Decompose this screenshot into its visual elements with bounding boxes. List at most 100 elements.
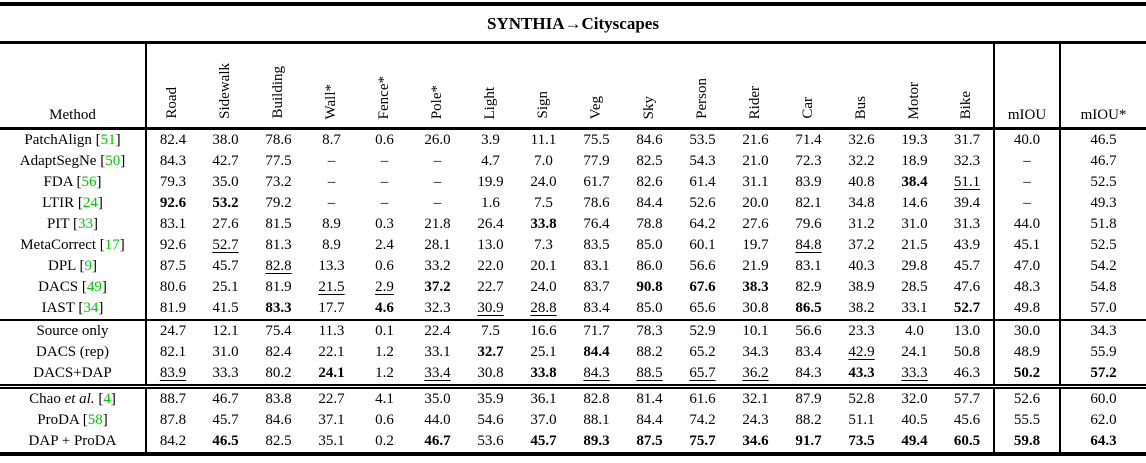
citation-link[interactable]: [58] [83,412,108,428]
cell-value: 49.8 [1013,300,1041,316]
cell-pole-star: 33.4 [411,363,464,387]
cell-sidewalk: 45.7 [199,256,252,277]
cell-bike: 47.6 [941,277,994,298]
cell-value: 49.3 [1090,195,1117,211]
cell-light: 3.9 [464,129,517,152]
cell-bus: 38.2 [835,298,888,320]
cell-value: 48.3 [1013,279,1041,295]
citation-link[interactable]: [34] [78,300,103,316]
cell-bus: 37.2 [835,235,888,256]
column-header-wall-star: Wall* [305,42,358,130]
cell-miou: 48.9 [993,342,1060,363]
cell-value: 83.4 [795,344,822,360]
cell-sky: 82.5 [623,151,676,172]
cell-miou-star: 46.7 [1058,151,1146,172]
cell-value: 45.7 [212,258,239,274]
cell-value: 1.2 [375,344,394,360]
cell-value: 83.1 [583,258,610,274]
citation-link[interactable]: [4] [98,391,116,407]
cell-value: 33.2 [424,258,451,274]
citation-link[interactable]: [56] [76,174,101,190]
cell-bus: 23.3 [835,319,888,342]
cell-value: 38.0 [212,132,239,148]
cell-value: 88.2 [636,344,663,360]
method-name: Chao [29,391,61,407]
cell-wall-star: 8.7 [305,129,358,152]
cell-value: 40.5 [901,412,928,428]
cell-rider: 27.6 [729,214,782,235]
cell-sign: 33.8 [517,363,570,387]
cell-value: 81.3 [265,237,292,253]
cell-miou-star: 57.2 [1058,363,1146,387]
cell-sky: 82.6 [623,172,676,193]
method-cell: PatchAlign [51] [0,128,147,151]
cell-value: 57.0 [1090,300,1117,316]
cell-sign: 28.8 [517,298,570,320]
cell-value: 31.0 [901,216,928,232]
rotated-column-label: Veg [587,95,604,119]
cell-value: 22.0 [477,258,504,274]
method-cell: Chao et al. [4] [0,384,147,410]
cell-sky: 78.8 [623,214,676,235]
cell-value: – [327,195,336,211]
cell-miou: 59.8 [993,431,1060,456]
citation-link[interactable]: [9] [80,258,98,274]
cell-rider: 34.6 [729,431,782,456]
method-cell: PIT [33] [0,214,147,235]
cell-value: 87.9 [795,391,822,407]
cell-value: 8.9 [322,237,341,253]
cell-value: 20.0 [742,195,769,211]
cell-value: 36.2 [742,365,769,381]
method-cell: MetaCorrect [17] [0,235,147,256]
cell-motor: 33.1 [888,298,941,320]
cell-value: 3.9 [481,132,500,148]
cell-sidewalk: 38.0 [199,129,252,152]
cell-value: 35.1 [318,433,345,449]
method-name: DPL [47,258,76,274]
cell-value: 52.8 [848,391,875,407]
cell-miou: 44.0 [993,214,1060,235]
cell-value: 82.4 [159,132,187,148]
table-row: MetaCorrect [17] 92.6 52.7 81.3 8.9 2.4 28.1 13… [0,235,1146,256]
cell-value: 16.6 [530,323,557,339]
cell-value: 24.1 [318,365,345,381]
cell-value: 7.3 [534,237,553,253]
cell-miou-star: 54.2 [1058,256,1146,277]
cell-veg: 89.3 [570,431,623,456]
cell-sidewalk: 53.2 [199,193,252,214]
cell-value: 38.2 [848,300,875,316]
cell-value: 67.6 [689,279,716,295]
cell-motor: 24.1 [888,342,941,363]
citation-link[interactable]: [24] [78,195,103,211]
cell-bike: 45.7 [941,256,994,277]
cell-sign: 25.1 [517,342,570,363]
cell-value: 81.9 [159,300,187,316]
cell-value: 78.6 [583,195,610,211]
cell-value: 34.3 [742,344,769,360]
citation-link[interactable]: [33] [73,216,98,232]
citation-link[interactable]: [49] [82,279,107,295]
rotated-column-label: Fence* [375,75,392,119]
cell-value: 35.9 [477,391,504,407]
cell-value: 52.6 [689,195,716,211]
cell-value: 46.7 [424,433,451,449]
cell-value: 91.7 [795,433,822,449]
cell-veg: 84.4 [570,342,623,363]
cell-value: 12.1 [212,323,239,339]
cell-rider: 21.6 [729,129,782,152]
cell-value: 87.8 [159,412,187,428]
citation-link[interactable]: [51] [96,132,121,148]
citation-bracket: [ [77,195,83,211]
cell-building: 77.5 [252,151,305,172]
citation-link[interactable]: [50] [100,153,125,169]
citation-link[interactable]: [17] [100,237,125,253]
cell-car: 91.7 [782,431,835,456]
cell-motor: 28.5 [888,277,941,298]
cell-pole-star: 35.0 [411,384,464,410]
cell-motor: 31.0 [888,214,941,235]
citation-bracket: ] [102,412,108,428]
table-row: Chao et al. [4] 88.7 46.7 83.8 22.7 4.1 35.0 35… [0,384,1146,410]
method-name: MetaCorrect [20,237,97,253]
cell-value: 22.1 [318,344,345,360]
